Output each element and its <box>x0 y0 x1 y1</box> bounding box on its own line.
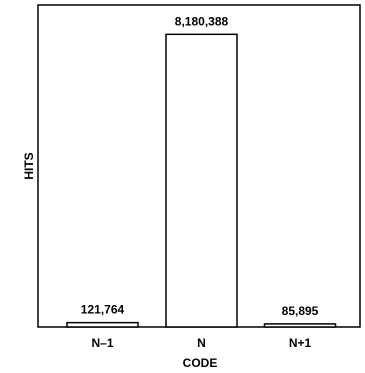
value-label-1: 121,764 <box>81 303 125 317</box>
value-labels-group: 121,764 8,180,388 85,895 <box>81 14 319 318</box>
x-tick-label-1: N–1 <box>91 336 113 350</box>
bar-1 <box>66 321 139 328</box>
x-tick-label-3: N+1 <box>289 336 312 350</box>
x-tick-labels-group: N–1 N N+1 <box>91 336 311 350</box>
bars-group <box>66 33 337 328</box>
x-axis-label: CODE <box>183 356 218 370</box>
x-tick-label-2: N <box>197 336 206 350</box>
value-label-2: 8,180,388 <box>175 14 229 28</box>
value-label-3: 85,895 <box>282 304 319 318</box>
y-axis-label: HITS <box>22 152 36 179</box>
bar-3 <box>263 323 337 328</box>
bar-2 <box>165 33 238 328</box>
